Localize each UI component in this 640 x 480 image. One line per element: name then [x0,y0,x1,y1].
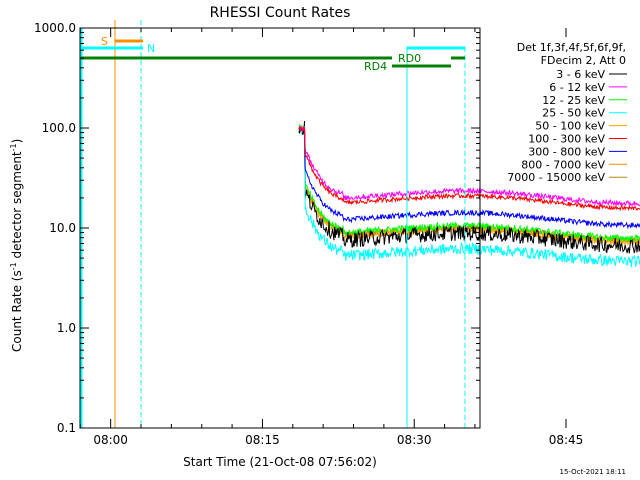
y-tick-label: 1000.0 [34,21,76,35]
y-tick-label: 1.0 [57,321,76,335]
chart-title: RHESSI Count Rates [210,5,351,21]
x-tick-label: 08:00 [93,433,128,447]
x-tick-label: 08:30 [397,433,432,447]
y-axis-label: Count Rate (s-1 detector segment-1) [9,139,24,352]
series-layer [298,120,640,268]
legend-entry-label: 100 - 300 keV [528,133,605,146]
series-1-line [298,125,640,208]
annotation-label-s: S [101,35,108,48]
x-axis-label: Start Time (21-Oct-08 07:56:02) [183,455,377,469]
y-tick-label: 100.0 [42,121,76,135]
legend-entry-label: 12 - 25 keV [542,94,605,107]
legend-entry-label: 3 - 6 keV [556,68,605,81]
y-axis: 0.1 1.0 10.0 100.0 1000.0 [34,21,480,435]
legend-entry-label: 300 - 800 keV [528,145,605,158]
series-3-line [298,123,640,268]
legend-entry-label: 800 - 7000 keV [521,158,605,171]
series-5-line [298,125,640,212]
x-tick-label: 08:15 [245,433,280,447]
annotation-label-rd0: RD0 [398,52,421,65]
series-6-line [298,126,640,230]
y-tick-label: 0.1 [57,421,76,435]
x-tick-label: 08:45 [549,433,584,447]
legend-entry-label: 7000 - 15000 keV [507,171,605,184]
legend-entry-label: 6 - 12 keV [549,81,605,94]
marker-layer: S N RD0 RD4 [80,20,466,428]
series-2-line [298,124,640,243]
annotation-label-rd4: RD4 [364,60,387,73]
legend-entry-label: 25 - 50 keV [542,107,605,120]
legend-entry-label: 50 - 100 keV [535,120,605,133]
generation-timestamp: 15-Oct-2021 18:11 [560,468,626,476]
legend-header-line-1: Det 1f,3f,4f,5f,6f,9f, [517,41,626,54]
series-0-line [298,120,640,254]
y-tick-label: 10.0 [49,221,76,235]
annotation-label-n: N [147,42,155,55]
legend-header-line-2: FDecim 2, Att 0 [541,54,626,67]
